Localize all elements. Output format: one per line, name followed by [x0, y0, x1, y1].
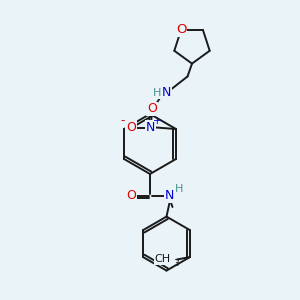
Text: H: H — [175, 184, 183, 194]
Text: +: + — [153, 116, 161, 126]
Text: O: O — [126, 121, 136, 134]
Text: O: O — [176, 23, 186, 37]
Text: N: N — [165, 189, 174, 202]
Text: N: N — [162, 86, 171, 100]
Text: 3: 3 — [173, 259, 179, 268]
Text: O: O — [127, 189, 136, 202]
Text: -: - — [120, 114, 125, 128]
Text: N: N — [146, 121, 155, 134]
Text: O: O — [147, 102, 157, 116]
Text: CH: CH — [155, 254, 171, 265]
Text: H: H — [153, 88, 161, 98]
